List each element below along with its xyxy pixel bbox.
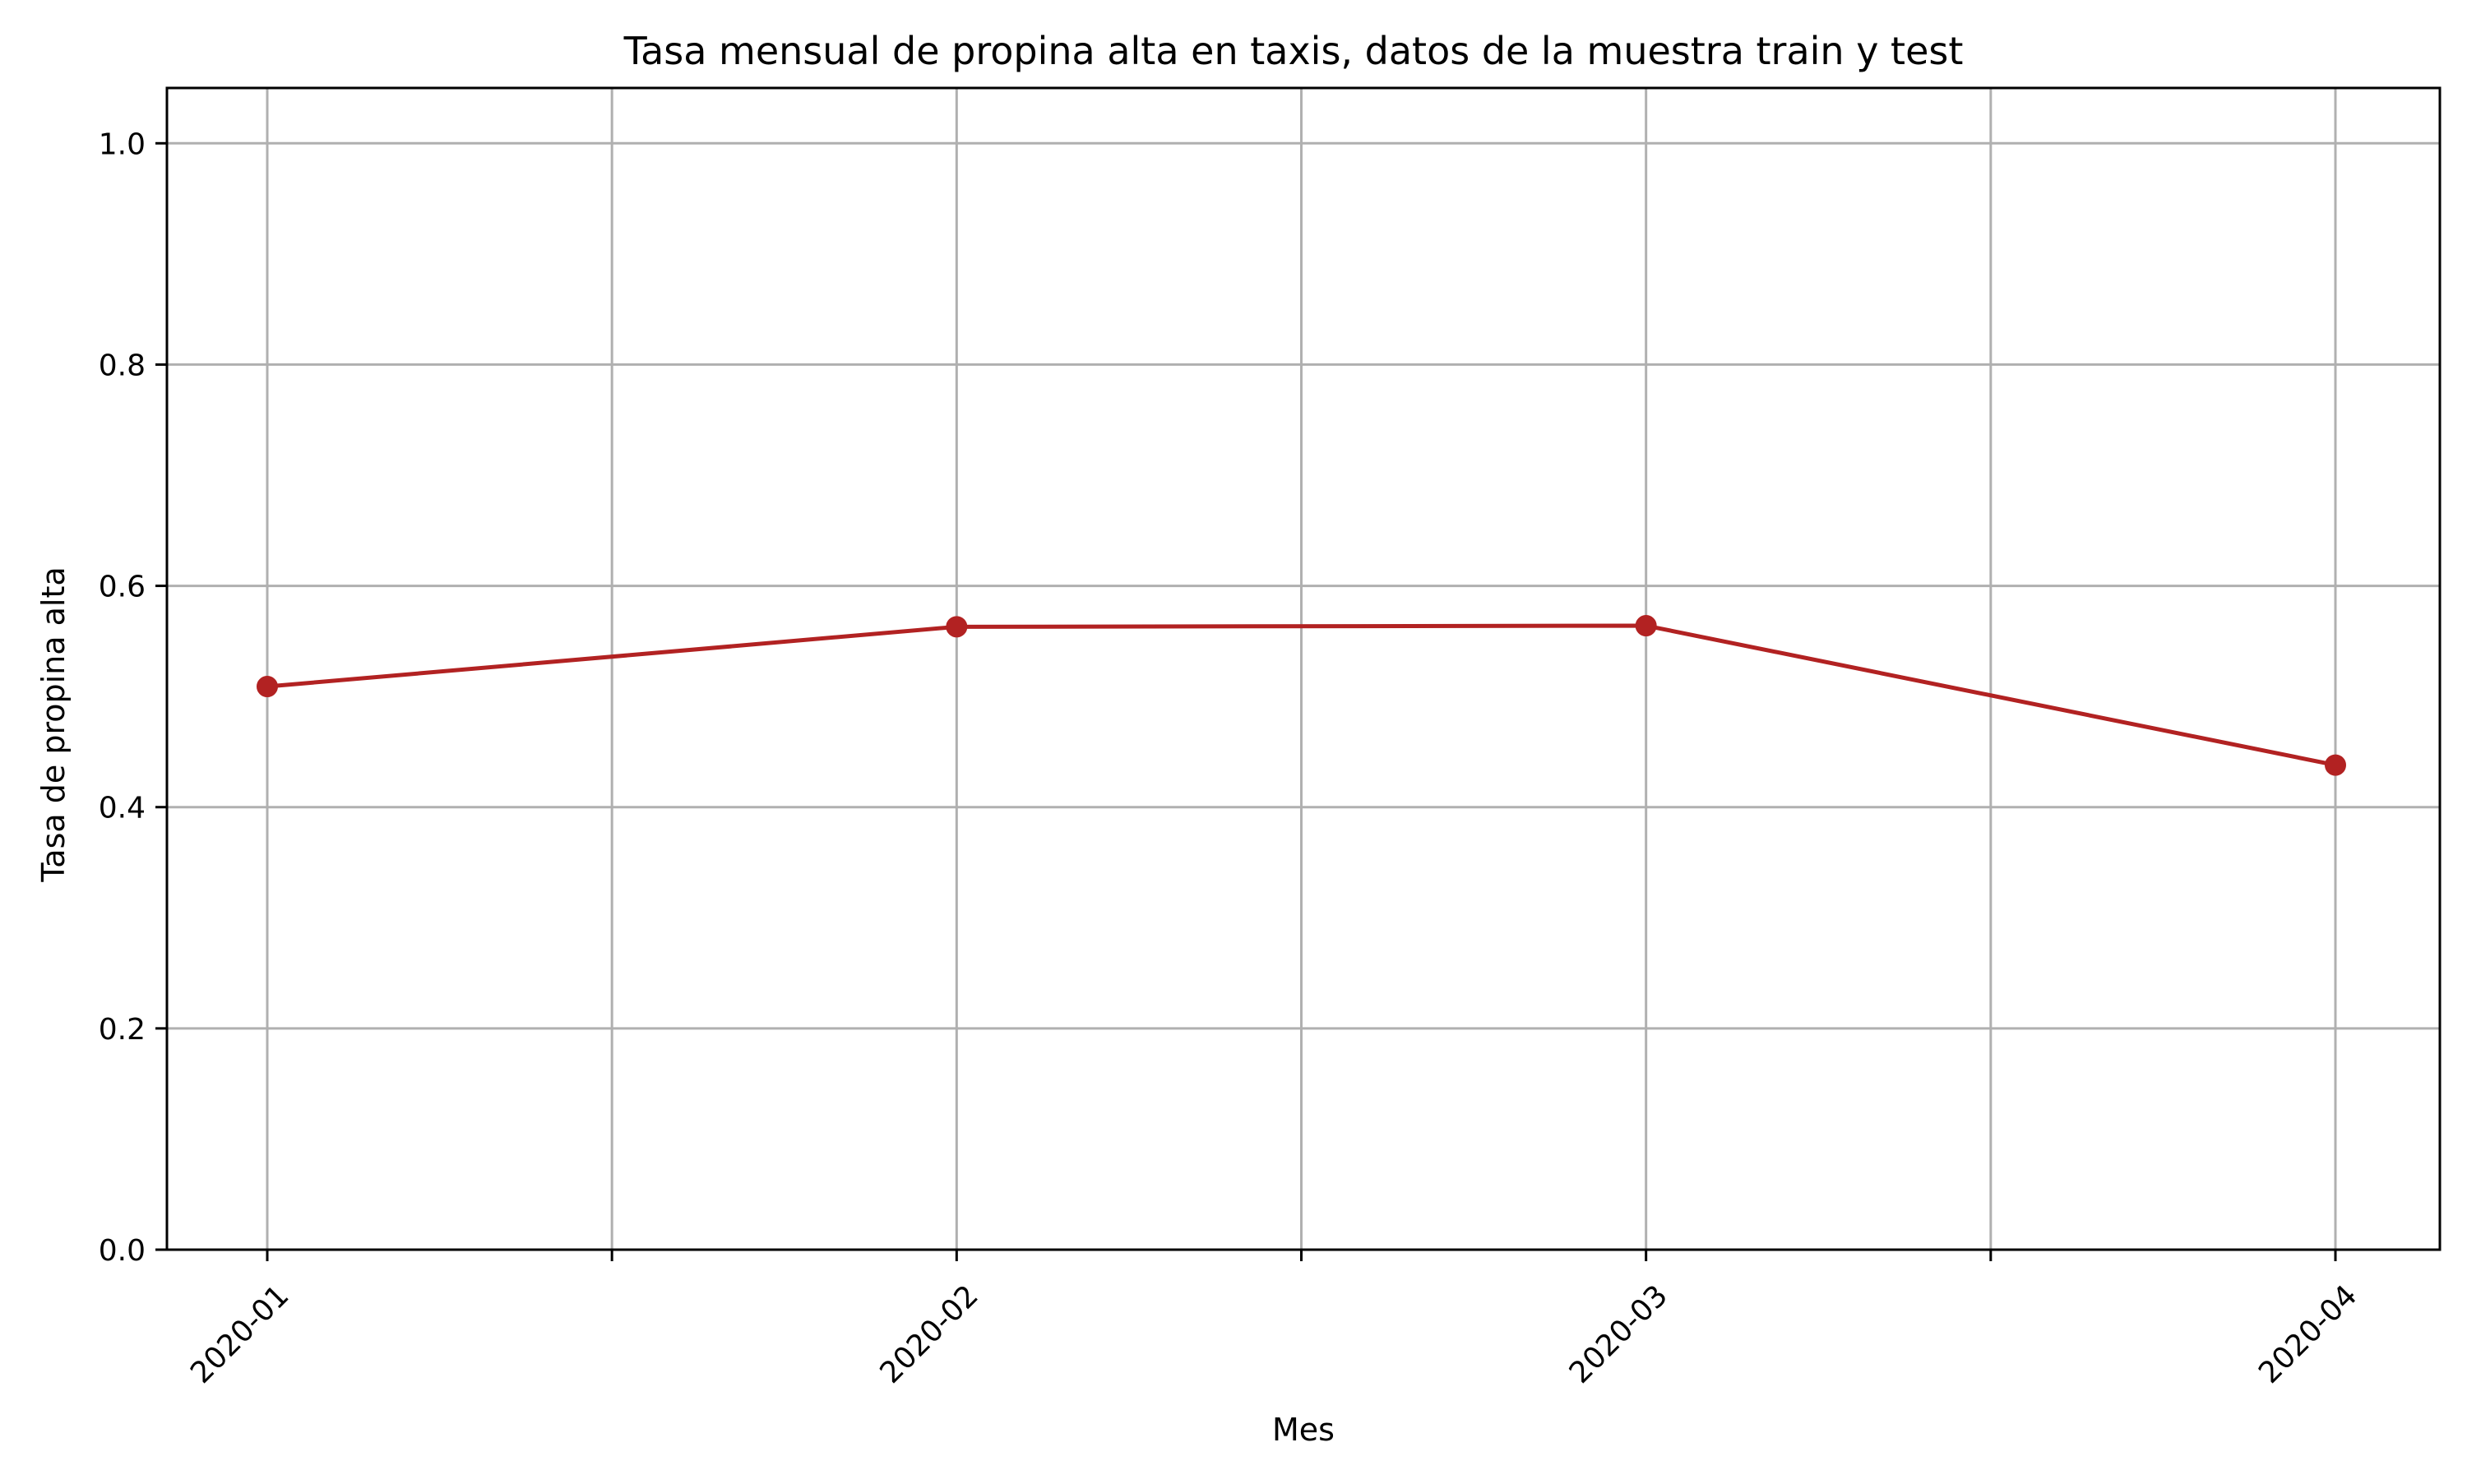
- y-tick-label: 0.2: [99, 1013, 146, 1047]
- plot-frame: [165, 86, 2442, 1251]
- y-tick-label: 1.0: [99, 127, 146, 161]
- series-layer: [257, 615, 2346, 776]
- y-tick-label: 0.6: [99, 571, 146, 604]
- y-tick-label: 0.8: [99, 349, 146, 382]
- y-axis-label: Tasa de propina alta: [35, 566, 72, 882]
- data-point-marker: [1635, 615, 1657, 637]
- chart-title: Tasa mensual de propina alta en taxis, d…: [623, 29, 1964, 73]
- x-axis-label: Mes: [1272, 1412, 1335, 1448]
- axes-layer: [165, 86, 2442, 1251]
- y-tick-label: 0.4: [99, 792, 146, 825]
- data-point-marker: [946, 616, 968, 638]
- data-point-marker: [2325, 754, 2346, 776]
- y-tick-label: 0.0: [99, 1234, 146, 1268]
- data-point-marker: [257, 676, 278, 698]
- series-line: [266, 623, 2336, 768]
- grid-layer: [167, 88, 2440, 1251]
